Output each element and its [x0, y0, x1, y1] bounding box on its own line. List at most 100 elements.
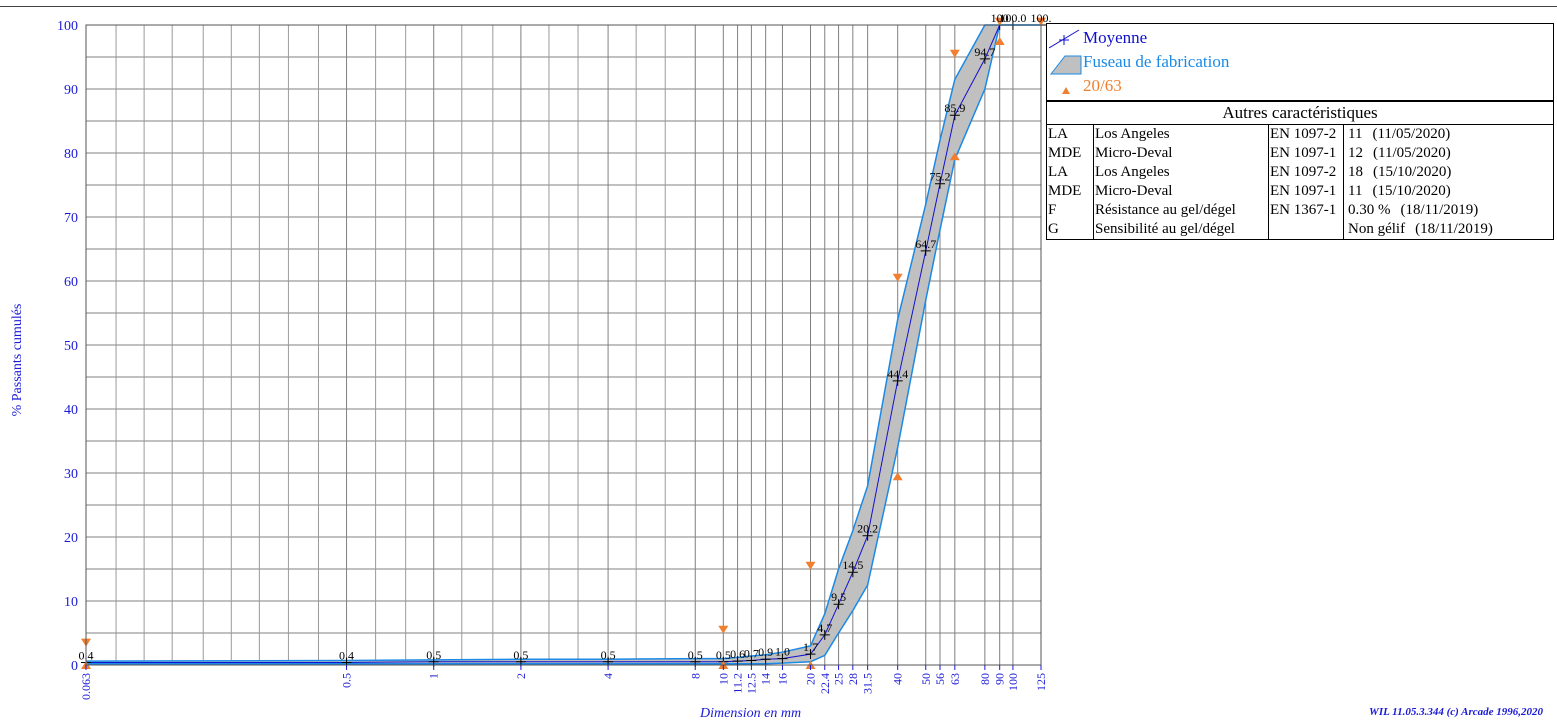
other-characteristics-table: Autres caractéristiques LA Los Angeles EN …	[1046, 101, 1554, 240]
moyenne-point	[847, 567, 858, 578]
cell-name: Los Angeles	[1093, 125, 1269, 144]
moyenne-line-icon	[1049, 29, 1080, 49]
cell-date: (11/05/2020)	[1373, 145, 1451, 161]
fuseau-band	[85, 24, 1041, 665]
cell-date: (11/05/2020)	[1372, 126, 1451, 142]
cell-norm	[1268, 220, 1344, 239]
fuseau-upper-line	[85, 24, 1041, 662]
moyenne-point	[833, 599, 844, 610]
cell-norm: EN 1097-2	[1268, 125, 1344, 144]
moyenne-point	[862, 530, 873, 541]
x-tick-label: 12.5	[744, 673, 758, 694]
upper-limit-marker	[892, 273, 903, 282]
y-tick-label: 10	[64, 595, 78, 610]
characteristic-row: MDE Micro-Deval EN 1097-1 11 (15/10/2020)	[1047, 182, 1553, 201]
data-label: 4.7	[817, 621, 832, 635]
cell-value: 11	[1348, 126, 1363, 142]
data-label: 0.5	[601, 648, 616, 662]
data-label: 0.5	[426, 648, 441, 662]
cell-norm: EN 1097-1	[1268, 182, 1344, 201]
moyenne-point	[935, 178, 946, 189]
lower-limit-marker	[892, 472, 903, 481]
data-label: 0.6	[730, 647, 745, 661]
cell-norm: EN 1097-1	[1268, 144, 1344, 163]
x-tick-label: 10	[716, 673, 730, 685]
legend-label: 20/63	[1083, 76, 1122, 95]
data-label: 100.	[1031, 11, 1052, 25]
x-tick-label: 11.2	[731, 673, 745, 694]
lower-limit-marker	[949, 152, 960, 161]
characteristic-row: MDE Micro-Deval EN 1097-1 12 (11/05/2020)	[1047, 144, 1553, 163]
cell-value: 0.30 %	[1348, 202, 1391, 218]
top-border	[0, 6, 1557, 7]
y-tick-label: 0	[71, 659, 78, 674]
cell-code: G	[1047, 220, 1094, 239]
fuseau-lower-line	[86, 24, 1041, 665]
upper-limit-marker	[805, 561, 816, 570]
data-label: 9.5	[831, 590, 846, 604]
moyenne-point	[892, 375, 903, 386]
data-label: 0.5	[513, 648, 528, 662]
cell-name: Sensibilité au gel/dégel	[1093, 220, 1269, 239]
cell-code: MDE	[1047, 144, 1094, 163]
x-tick-label: 56	[933, 673, 947, 685]
cell-code: F	[1047, 201, 1094, 220]
data-label: 85.9	[944, 101, 965, 115]
moyenne-point	[819, 629, 830, 640]
moyenne-point	[746, 655, 757, 666]
data-label: 0.5	[688, 648, 703, 662]
moyenne-point	[949, 110, 960, 121]
moyenne-point	[732, 656, 743, 667]
x-tick-label: 8	[688, 673, 702, 679]
characteristic-row: LA Los Angeles EN 1097-2 18 (15/10/2020)	[1047, 163, 1553, 182]
x-tick-label: 125	[1034, 673, 1048, 691]
x-tick-label: 22.4	[818, 673, 832, 694]
x-tick-label: 2	[514, 673, 528, 679]
cell-name: Micro-Deval	[1093, 182, 1269, 201]
cell-value-date: 12 (11/05/2020)	[1344, 144, 1554, 163]
x-tick-label: 4	[601, 673, 615, 679]
y-tick-label: 50	[64, 339, 78, 354]
y-tick-label: 60	[64, 275, 78, 290]
software-credit: WIL 11.05.3.344 (c) Arcade 1996,2020	[1369, 706, 1543, 718]
x-tick-label: 31.5	[861, 673, 875, 694]
cell-code: MDE	[1047, 182, 1094, 201]
data-label: 20.2	[857, 522, 878, 536]
cell-value: Non gélif	[1348, 221, 1406, 237]
data-label: 100	[991, 11, 1009, 25]
data-label: 64.7	[915, 237, 936, 251]
cell-value: 18	[1348, 164, 1363, 180]
data-label: 14.5	[842, 558, 863, 572]
data-label: 0.7	[744, 647, 759, 661]
characteristic-row: F Résistance au gel/dégel EN 1367-1 0.30 % (…	[1047, 201, 1553, 220]
x-tick-label: 20	[804, 673, 818, 685]
cell-value-date: Non gélif (18/11/2019)	[1344, 220, 1554, 239]
x-tick-label: 0.063	[79, 673, 93, 700]
cell-date: (15/10/2020)	[1372, 183, 1451, 199]
y-axis-label: % Passants cumulés	[10, 303, 25, 417]
upper-limit-marker	[949, 49, 960, 58]
legend: Moyenne Fuseau de fabrication 20/63	[1046, 23, 1554, 101]
x-tick-label: 100	[1006, 673, 1020, 691]
data-labels: 0.4 0.4 0.5 0.5 0.5 0.5 0.5 0.60.7 0.9 1.0 1.74.79…	[79, 11, 1052, 662]
characteristic-row: LA Los Angeles EN 1097-2 11 (11/05/2020)	[1047, 125, 1553, 144]
lower-limit-marker	[994, 37, 1005, 45]
data-label: 1.7	[803, 640, 818, 654]
characteristics-grid: LA Los Angeles EN 1097-2 11 (11/05/2020) MDE M…	[1047, 125, 1553, 239]
plot-frame	[85, 24, 1042, 666]
cell-date: (15/10/2020)	[1373, 164, 1452, 180]
x-tick-label: 25	[832, 673, 846, 685]
moyenne-line	[86, 24, 1041, 663]
x-tick-label: 40	[891, 673, 905, 685]
cell-code: LA	[1047, 163, 1094, 182]
cell-date: (18/11/2019)	[1415, 221, 1493, 237]
moyenne-point	[805, 649, 816, 660]
cell-value-date: 11 (11/05/2020)	[1344, 125, 1554, 144]
y-tick-label: 40	[64, 403, 78, 418]
triangle-up-icon	[1062, 87, 1070, 94]
x-tick-label: 16	[775, 673, 789, 685]
data-label: 44.4	[887, 367, 908, 381]
y-tick-label: 20	[64, 531, 78, 546]
